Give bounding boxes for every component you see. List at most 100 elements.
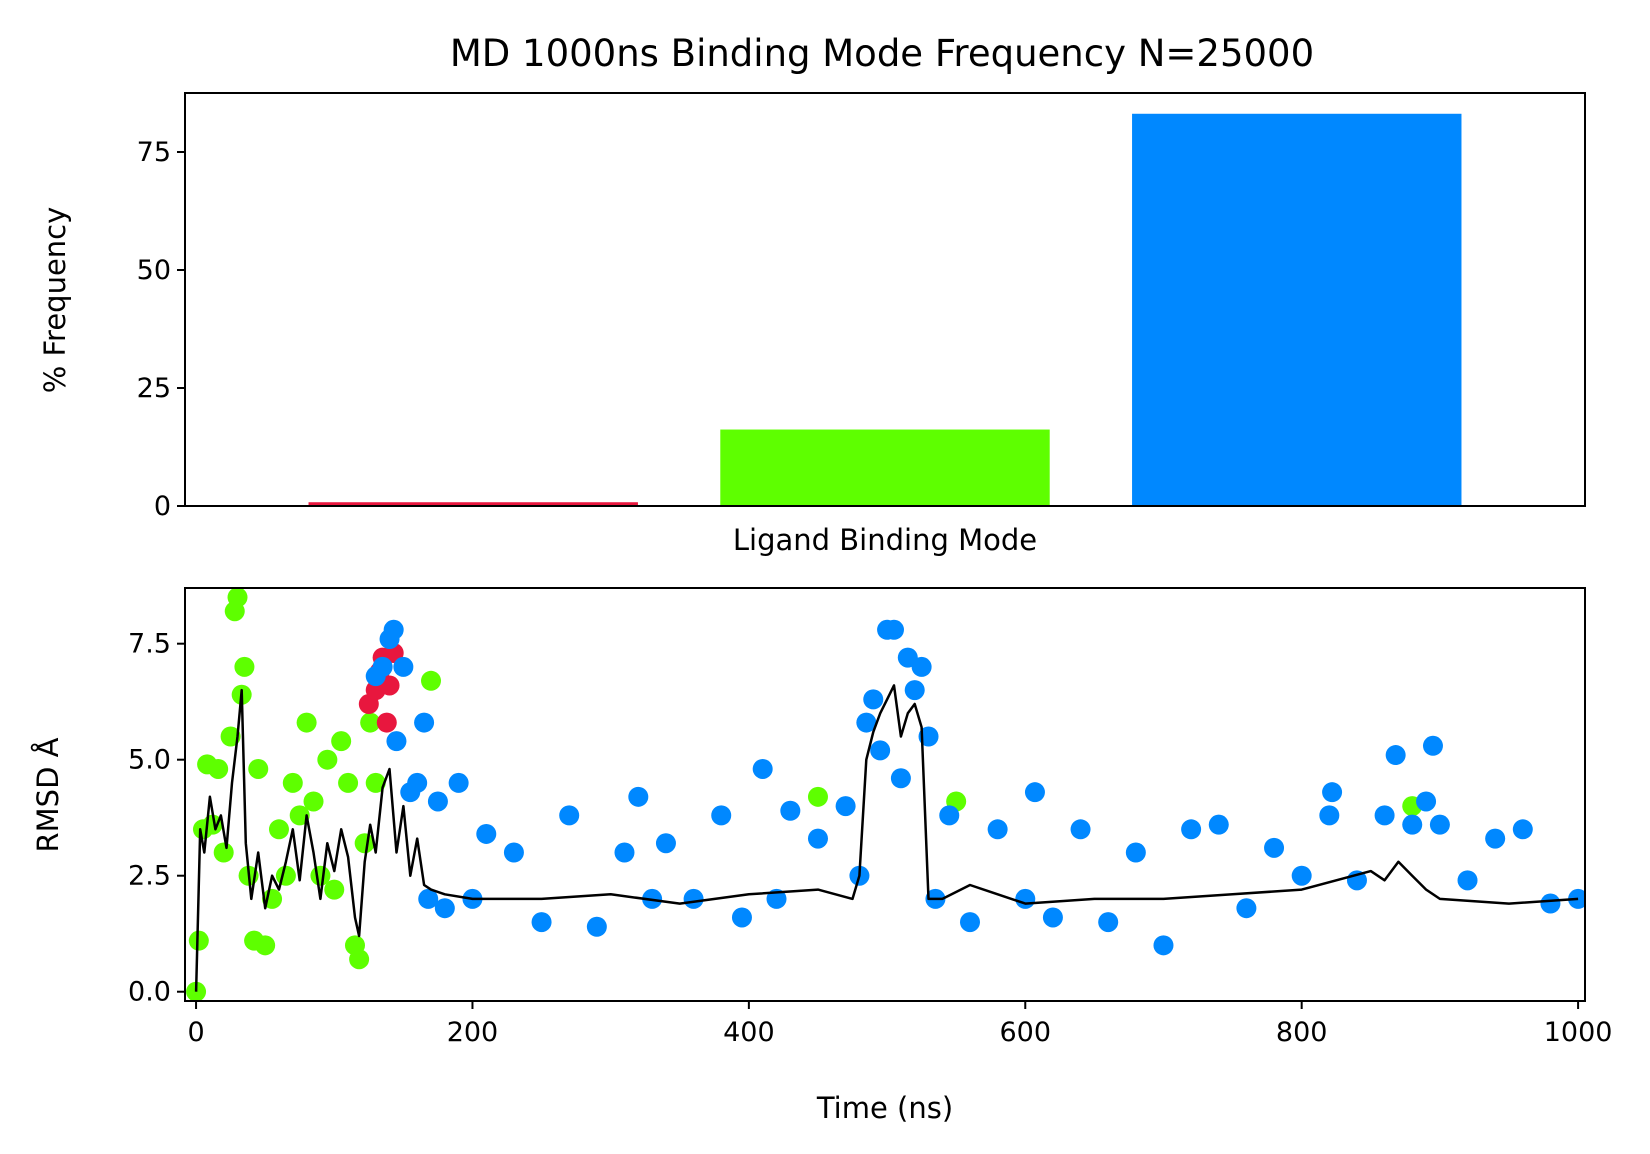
rmsd-point-series-3 bbox=[683, 888, 704, 909]
rmsd-point-series-3 bbox=[1236, 898, 1257, 919]
bar-y-axis-ticks: 0 25 50 75 bbox=[137, 137, 185, 522]
rmsd-point-series-3 bbox=[904, 680, 925, 701]
bar-marks bbox=[308, 113, 1462, 506]
rmsd-point-series-3 bbox=[1125, 842, 1146, 863]
rmsd-point-series-1 bbox=[338, 772, 359, 793]
bar-x-axis-label: Ligand Binding Mode bbox=[733, 523, 1037, 557]
rmsd-y-axis-ticks: 0.0 2.5 5.0 7.5 bbox=[128, 629, 185, 1008]
rmsd-point-series-3 bbox=[1042, 907, 1063, 928]
rmsd-x-axis-ticks: 0 200 400 600 800 1000 bbox=[187, 1001, 1612, 1048]
bar-mode-2 bbox=[720, 429, 1050, 506]
rmsd-point-series-1 bbox=[213, 842, 234, 863]
rmsd-point-series-3 bbox=[418, 888, 439, 909]
rmsd-plot-frame bbox=[184, 587, 1586, 1002]
rmsd-point-series-3 bbox=[1512, 819, 1533, 840]
rmsd-point-series-3 bbox=[586, 916, 607, 937]
rmsd-point-series-1 bbox=[289, 805, 310, 826]
bar-y-tick-label: 0 bbox=[154, 491, 171, 522]
rmsd-point-series-3 bbox=[1291, 865, 1312, 886]
rmsd-y-tick-label: 7.5 bbox=[128, 629, 171, 660]
rmsd-point-series-1 bbox=[188, 930, 209, 951]
rmsd-point-series-1 bbox=[248, 758, 269, 779]
rmsd-point-series-3 bbox=[386, 731, 407, 752]
rmsd-point-series-3 bbox=[1416, 791, 1437, 812]
rmsd-point-series-3 bbox=[807, 828, 828, 849]
rmsd-point-series-3 bbox=[1457, 870, 1478, 891]
rmsd-point-series-3 bbox=[863, 689, 884, 710]
rmsd-x-tick-label: 1000 bbox=[1544, 1017, 1613, 1048]
rmsd-y-tick-label: 5.0 bbox=[128, 745, 171, 776]
rmsd-point-series-3 bbox=[503, 842, 524, 863]
rmsd-point-series-3 bbox=[1070, 819, 1091, 840]
rmsd-point-series-1 bbox=[354, 833, 375, 854]
rmsd-point-series-3 bbox=[1374, 805, 1395, 826]
rmsd-y-tick-label: 2.5 bbox=[128, 861, 171, 892]
rmsd-point-series-3 bbox=[731, 907, 752, 928]
rmsd-point-series-3 bbox=[939, 805, 960, 826]
bar-plot-frame bbox=[184, 92, 1586, 507]
rmsd-point-series-2 bbox=[376, 712, 397, 733]
rmsd-x-tick-label: 600 bbox=[1000, 1017, 1052, 1048]
rmsd-x-tick-label: 0 bbox=[187, 1017, 204, 1048]
rmsd-point-series-3 bbox=[1485, 828, 1506, 849]
rmsd-point-series-1 bbox=[807, 786, 828, 807]
rmsd-point-series-3 bbox=[1015, 888, 1036, 909]
rmsd-point-series-3 bbox=[911, 656, 932, 677]
rmsd-point-series-3 bbox=[1098, 912, 1119, 933]
rmsd-point-series-3 bbox=[752, 758, 773, 779]
rmsd-point-series-3 bbox=[711, 805, 732, 826]
chart-title: MD 1000ns Binding Mode Frequency N=25000 bbox=[450, 32, 1314, 75]
rmsd-point-series-3 bbox=[1402, 814, 1423, 835]
rmsd-point-series-1 bbox=[317, 749, 338, 770]
rmsd-point-series-1 bbox=[255, 935, 276, 956]
rmsd-point-series-1 bbox=[349, 949, 370, 970]
rmsd-point-series-1 bbox=[324, 879, 345, 900]
rmsd-point-series-3 bbox=[434, 898, 455, 919]
rmsd-point-series-1 bbox=[365, 772, 386, 793]
bar-y-tick-label: 50 bbox=[137, 255, 171, 286]
rmsd-point-series-3 bbox=[856, 712, 877, 733]
rmsd-point-series-1 bbox=[296, 712, 317, 733]
rmsd-point-series-3 bbox=[870, 740, 891, 761]
rmsd-point-series-3 bbox=[987, 819, 1008, 840]
rmsd-point-series-3 bbox=[1322, 782, 1343, 803]
rmsd-point-series-3 bbox=[614, 842, 635, 863]
bar-y-axis-label: % Frequency bbox=[38, 207, 72, 394]
rmsd-point-series-3 bbox=[1024, 782, 1045, 803]
rmsd-point-series-3 bbox=[883, 619, 904, 640]
rmsd-point-series-3 bbox=[476, 823, 497, 844]
rmsd-chart-panel: 0 200 400 600 800 1000 0.0 2.5 5.0 7.5 bbox=[128, 587, 1612, 1048]
rmsd-point-series-3 bbox=[918, 726, 939, 747]
rmsd-point-series-1 bbox=[303, 791, 324, 812]
rmsd-point-series-3 bbox=[1208, 814, 1229, 835]
rmsd-scatter-points bbox=[186, 588, 1585, 1001]
rmsd-point-series-1 bbox=[208, 758, 229, 779]
rmsd-x-tick-label: 800 bbox=[1276, 1017, 1328, 1048]
rmsd-point-series-1 bbox=[227, 588, 248, 608]
rmsd-point-series-3 bbox=[628, 786, 649, 807]
rmsd-point-series-1 bbox=[275, 865, 296, 886]
rmsd-point-series-3 bbox=[383, 619, 404, 640]
rmsd-point-series-3 bbox=[407, 772, 428, 793]
rmsd-point-series-3 bbox=[959, 912, 980, 933]
bar-chart-panel: 0 25 50 75 bbox=[137, 92, 1586, 522]
bar-y-tick-label: 75 bbox=[137, 137, 171, 168]
rmsd-point-series-3 bbox=[1385, 745, 1406, 766]
rmsd-y-axis-label: RMSD Å bbox=[31, 737, 65, 852]
rmsd-point-series-3 bbox=[1319, 805, 1340, 826]
rmsd-point-series-3 bbox=[1181, 819, 1202, 840]
rmsd-x-tick-label: 400 bbox=[723, 1017, 775, 1048]
rmsd-trace-path bbox=[194, 684, 1579, 992]
bar-mode-1 bbox=[308, 502, 638, 506]
rmsd-point-series-3 bbox=[393, 656, 414, 677]
rmsd-point-series-3 bbox=[780, 800, 801, 821]
rmsd-point-series-3 bbox=[414, 712, 435, 733]
rmsd-point-series-1 bbox=[234, 656, 255, 677]
rmsd-point-series-3 bbox=[835, 796, 856, 817]
rmsd-point-series-3 bbox=[448, 772, 469, 793]
rmsd-point-series-3 bbox=[427, 791, 448, 812]
rmsd-point-series-3 bbox=[1422, 735, 1443, 756]
rmsd-point-series-3 bbox=[559, 805, 580, 826]
rmsd-x-tick-label: 200 bbox=[447, 1017, 499, 1048]
